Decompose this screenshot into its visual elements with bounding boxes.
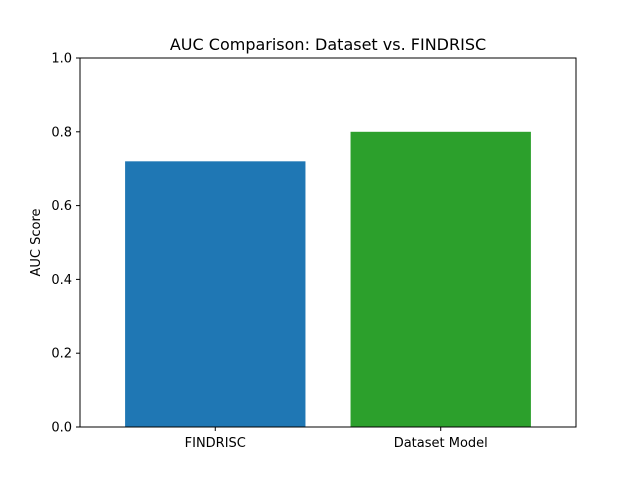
- bar-findrisc: [125, 161, 306, 427]
- bar-dataset-model: [350, 131, 531, 428]
- x-axis-ticks: FINDRISC Dataset Model: [185, 427, 488, 451]
- y-axis-ticks: 0.0 0.2 0.4 0.6 0.8 1.0: [51, 52, 80, 436]
- plot-frame: [79, 57, 577, 428]
- y-tick-label: 0.6: [51, 199, 72, 214]
- chart-title: AUC Comparison: Dataset vs. FINDRISC: [170, 35, 486, 54]
- y-tick-label: 0.4: [51, 273, 72, 288]
- bars-group: [125, 131, 531, 428]
- y-tick-label: 1.0: [51, 52, 72, 67]
- x-tick-label: Dataset Model: [394, 436, 488, 451]
- y-tick-label: 0.8: [51, 125, 72, 140]
- y-tick-label: 0.0: [51, 421, 72, 436]
- y-axis-label: AUC Score: [29, 208, 44, 276]
- x-tick-label: FINDRISC: [185, 436, 246, 451]
- y-tick-label: 0.2: [51, 347, 72, 362]
